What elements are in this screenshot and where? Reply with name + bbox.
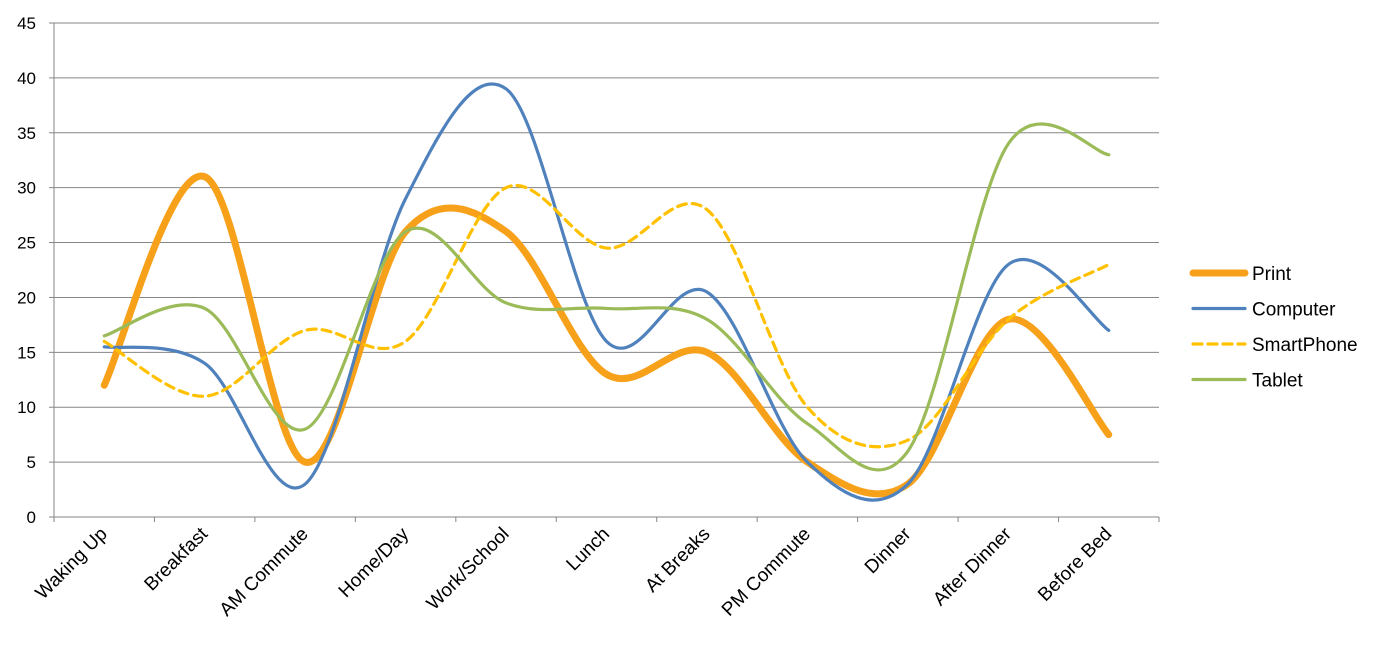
y-tick-label: 30: [17, 179, 36, 198]
x-tick-label: AM Commute: [216, 524, 313, 621]
y-tick-label: 25: [17, 234, 36, 253]
x-axis-tick-labels: Waking Up Breakfast AM Commute Home/Day Work…: [32, 523, 1117, 620]
x-tick-label: Waking Up: [32, 524, 112, 604]
y-axis-tick-labels: 0 5 10 15 20 25 30 35 40 45: [17, 14, 36, 527]
x-tick-label: Home/Day: [335, 523, 414, 602]
series-line-tablet: [102, 122, 1111, 472]
series-line-smartphone: [102, 183, 1111, 449]
x-tick-label: After Dinner: [929, 523, 1016, 610]
y-tick-label: 45: [17, 14, 36, 33]
legend-label-tablet: Tablet: [1252, 371, 1303, 392]
y-tick-label: 40: [17, 69, 36, 88]
gridlines: [54, 22, 1159, 463]
y-tick-label: 15: [17, 343, 36, 362]
y-tick-label: 35: [17, 124, 36, 143]
x-tick-label: Dinner: [861, 523, 916, 578]
x-tick-label: Breakfast: [141, 523, 213, 595]
series-lines: [100, 82, 1113, 502]
legend-label-smartphone: SmartPhone: [1252, 335, 1358, 356]
legend-label-print: Print: [1252, 264, 1292, 285]
x-tick-label: Work/School: [423, 524, 514, 615]
y-tick-label: 10: [17, 398, 36, 417]
x-tick-label: Lunch: [563, 524, 614, 575]
legend: Print Computer SmartPhone Tablet: [1189, 264, 1358, 392]
x-tick-label: PM Commute: [718, 524, 815, 621]
y-tick-label: 0: [27, 508, 36, 527]
y-tick-label: 5: [27, 453, 36, 472]
legend-label-computer: Computer: [1252, 300, 1336, 321]
series-line-computer: [102, 82, 1111, 502]
axes: [49, 22, 1160, 522]
y-tick-label: 20: [17, 288, 36, 307]
x-tick-label: At Breaks: [641, 524, 714, 597]
series-line-print: [100, 172, 1113, 498]
x-tick-label: Before Bed: [1034, 524, 1116, 606]
